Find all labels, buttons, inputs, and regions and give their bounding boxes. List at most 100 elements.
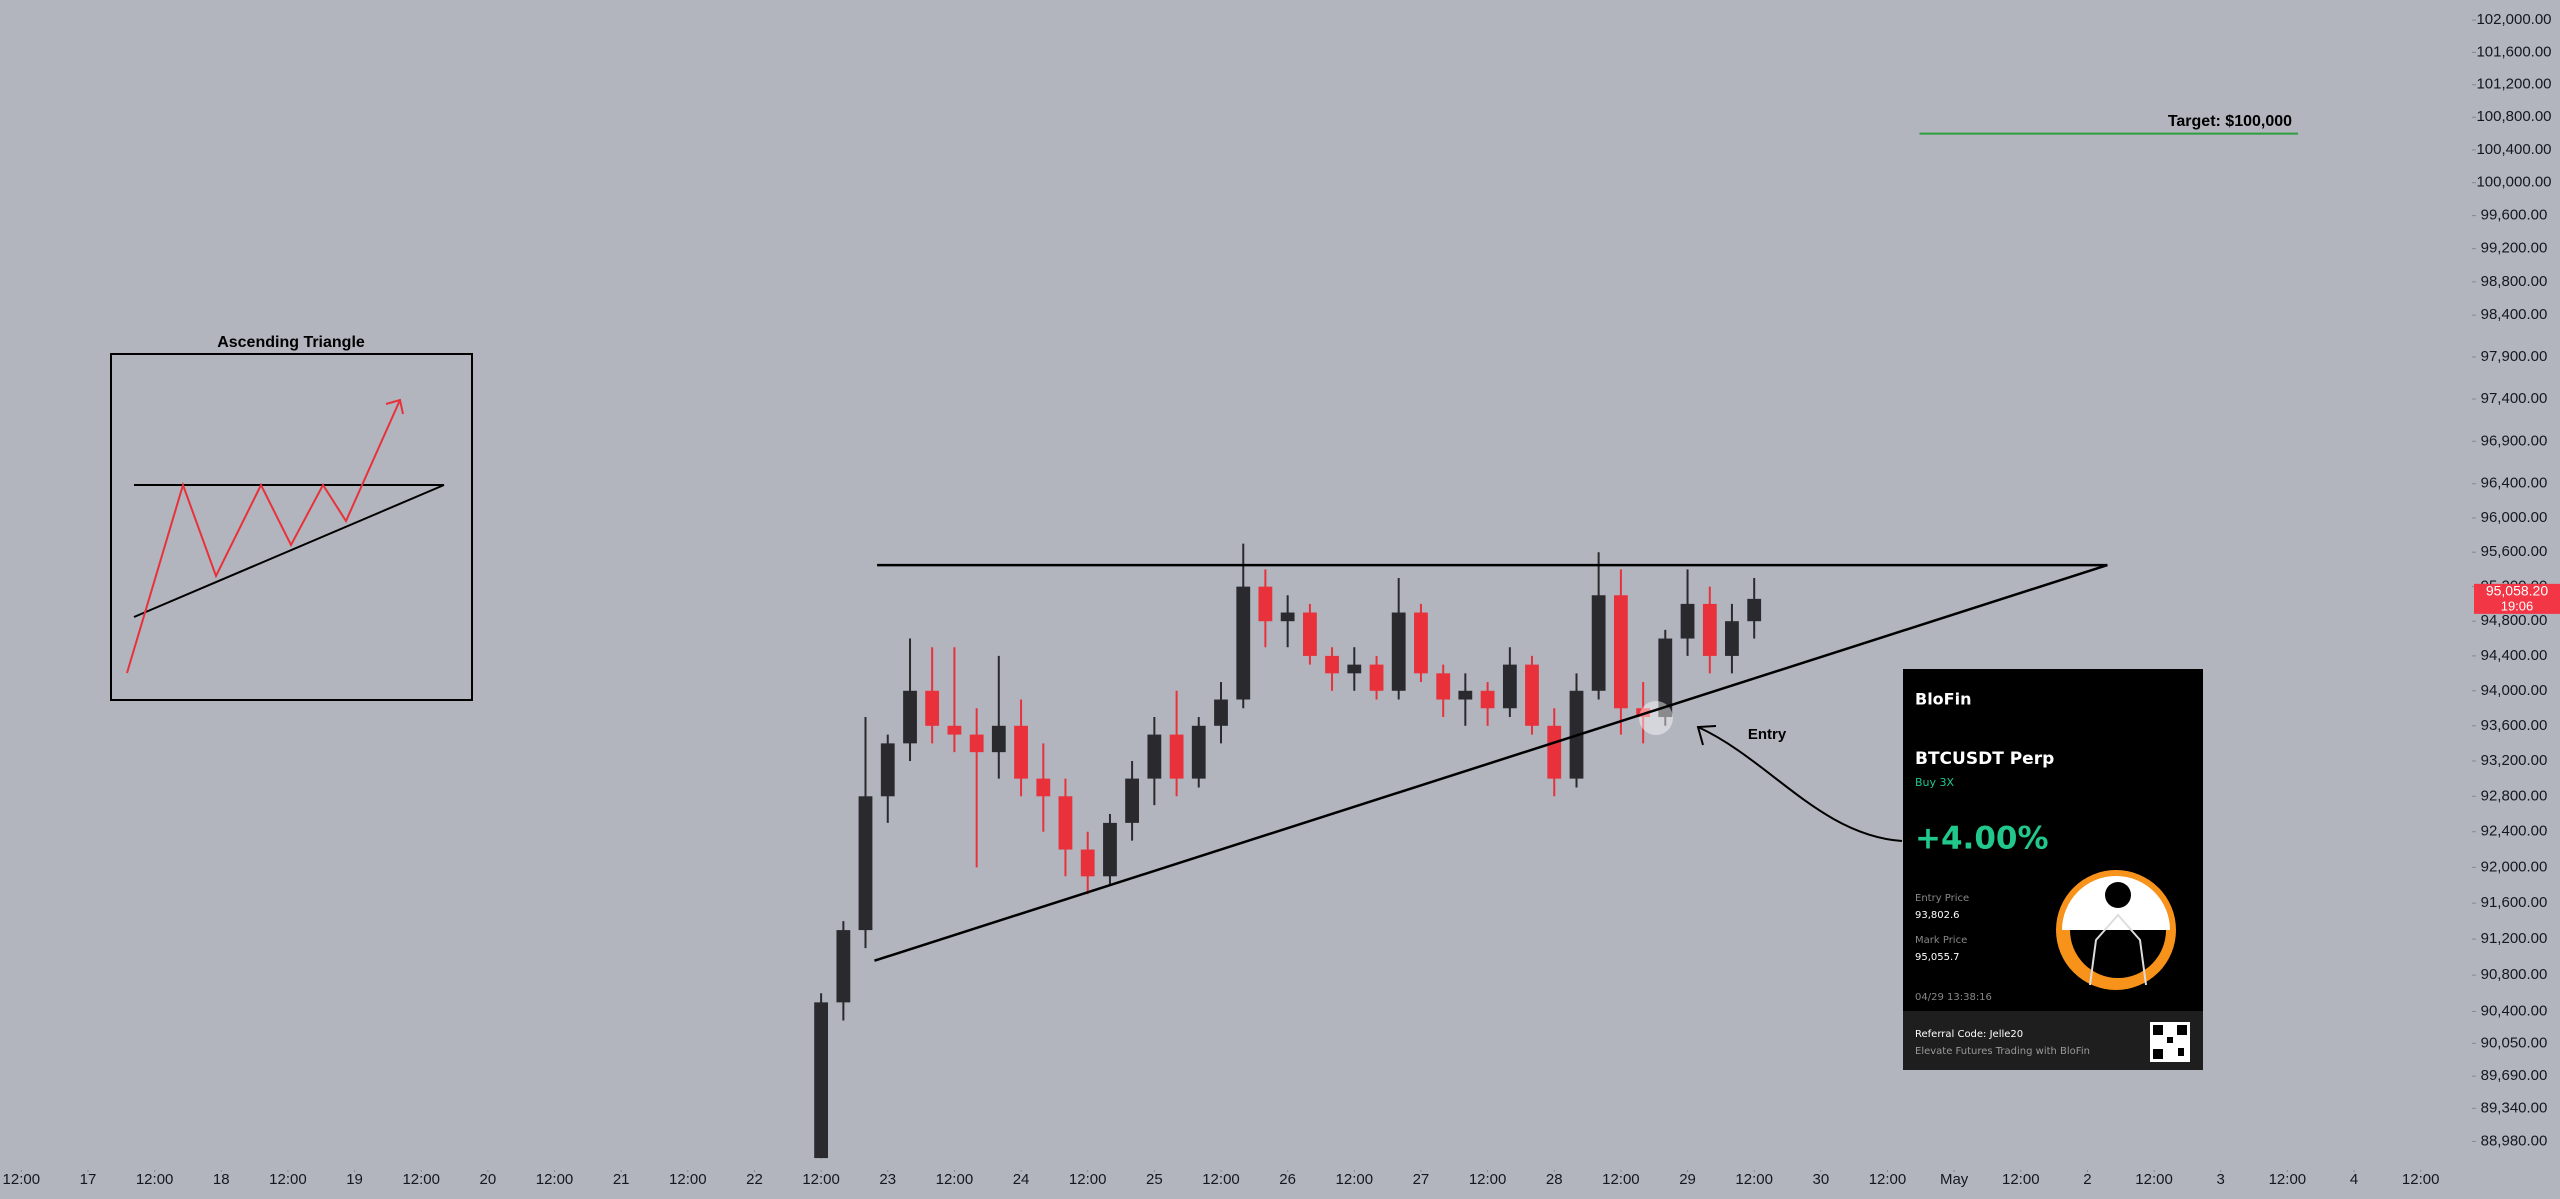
x-tick-label: 12:00 xyxy=(2269,1171,2307,1188)
card-mark-price: 95,055.7 xyxy=(1915,952,1960,963)
x-tick-label: 12:00 xyxy=(402,1171,440,1188)
candle-body xyxy=(947,725,962,735)
candle-body xyxy=(880,743,895,797)
candle-body xyxy=(1436,673,1451,700)
candle-body xyxy=(1058,796,1073,850)
y-tick-label: 95,600.00 xyxy=(2481,543,2548,560)
y-tick-label: 98,800.00 xyxy=(2481,273,2548,290)
y-tick-label: 90,800.00 xyxy=(2481,966,2548,983)
x-tick-label: 25 xyxy=(1146,1171,1163,1188)
candle-body xyxy=(1191,725,1206,779)
x-tick-label: 29 xyxy=(1679,1171,1696,1188)
candle-body xyxy=(1103,822,1117,877)
axes: 102,000.00 101,600.00 101,200.00 100,800.00… xyxy=(3,11,2560,1188)
y-tick-label: 90,050.00 xyxy=(2481,1034,2548,1051)
card-brand: BloFin xyxy=(1915,690,1971,709)
inset-frame xyxy=(110,353,473,701)
x-tick-label: 12:00 xyxy=(2002,1171,2040,1188)
x-tick-label: 26 xyxy=(1279,1171,1296,1188)
card-pair: BTCUSDT Perp xyxy=(1915,749,2054,769)
card-time: 04/29 13:38:16 xyxy=(1915,992,1992,1003)
candle-body xyxy=(969,734,984,753)
inset-title: Ascending Triangle xyxy=(217,334,365,351)
candle-body xyxy=(1636,708,1651,718)
price-tag-label: 95,058.20 xyxy=(2486,583,2548,599)
card-pnl: +4.00% xyxy=(1915,821,2049,857)
y-tick-label: 94,000.00 xyxy=(2481,682,2548,699)
card-mark-label: Mark Price xyxy=(1915,935,1967,946)
entry-marker xyxy=(1639,701,1673,735)
y-tick-label: 97,900.00 xyxy=(2481,348,2548,365)
entry-arrow xyxy=(1697,726,1903,842)
x-tick-label: 12:00 xyxy=(2402,1171,2440,1188)
card-avatar xyxy=(2056,870,2176,990)
y-tick-label: 97,400.00 xyxy=(2481,390,2548,407)
x-tick-label: 12:00 xyxy=(1469,1171,1507,1188)
candle-body xyxy=(903,690,917,744)
x-tick-label: 12:00 xyxy=(1202,1171,1240,1188)
candle-body xyxy=(1391,612,1406,691)
y-tick-label: 94,800.00 xyxy=(2481,612,2548,629)
y-tick-label: 91,600.00 xyxy=(2481,894,2548,911)
trade-card: BloFin BTCUSDT Perp Buy 3X +4.00% Entry … xyxy=(1903,669,2203,1070)
candle-body xyxy=(1014,725,1028,779)
y-tick-label: 90,400.00 xyxy=(2481,1002,2548,1019)
y-tick-label: 96,000.00 xyxy=(2481,509,2548,526)
y-tick-label: 99,600.00 xyxy=(2481,207,2548,224)
candle-body xyxy=(1036,778,1051,797)
x-tick-label: 19 xyxy=(346,1171,363,1188)
x-tick-label: 12:00 xyxy=(269,1171,307,1188)
y-tick-label: 94,400.00 xyxy=(2481,647,2548,664)
candle-body xyxy=(1702,603,1717,656)
y-tick-label: 101,600.00 xyxy=(2476,43,2551,60)
x-tick-label: 20 xyxy=(480,1171,497,1188)
x-tick-label: 12:00 xyxy=(669,1171,707,1188)
candle-body xyxy=(1725,621,1739,656)
x-tick-label: 12:00 xyxy=(2135,1171,2173,1188)
price-tag-countdown: 19:06 xyxy=(2501,598,2534,613)
candle-body xyxy=(858,796,873,931)
candle-body xyxy=(1747,598,1762,622)
inset-diagram: Ascending Triangle xyxy=(110,334,473,701)
entry-label: Entry xyxy=(1748,726,1787,743)
y-tick-label: 96,900.00 xyxy=(2481,432,2548,449)
x-tick-label: 12:00 xyxy=(3,1171,41,1188)
candle-body xyxy=(925,690,940,726)
candle-body xyxy=(1613,595,1628,709)
y-tick-label: 92,800.00 xyxy=(2481,787,2548,804)
candle-body xyxy=(836,930,851,1003)
x-tick-label: 12:00 xyxy=(1735,1171,1773,1188)
card-entry-label: Entry Price xyxy=(1915,893,1969,904)
candle-body xyxy=(1458,690,1473,700)
candle-body xyxy=(1325,655,1339,674)
x-tick-label: 12:00 xyxy=(1336,1171,1374,1188)
inset-price-path xyxy=(126,399,401,674)
card-side: Buy 3X xyxy=(1915,776,1955,789)
y-tick-label: 89,340.00 xyxy=(2481,1099,2548,1116)
y-tick-label: 101,200.00 xyxy=(2476,76,2551,93)
candle-body xyxy=(1547,725,1562,779)
x-tick-label: 18 xyxy=(213,1171,230,1188)
y-tick-label: 100,400.00 xyxy=(2476,141,2551,158)
price-tag xyxy=(2474,583,2560,614)
candle-body xyxy=(814,1002,829,1159)
card-qr xyxy=(2150,1022,2190,1062)
x-tick-label: 12:00 xyxy=(1869,1171,1907,1188)
y-tick-label: 96,400.00 xyxy=(2481,475,2548,492)
y-tick-label: 102,000.00 xyxy=(2476,11,2551,28)
target-label: Target: $100,000 xyxy=(2168,113,2292,130)
y-tick-label: 100,000.00 xyxy=(2476,174,2551,191)
y-tick-label: 99,200.00 xyxy=(2481,240,2548,257)
card-background xyxy=(1903,669,2203,1070)
x-tick-label: 12:00 xyxy=(802,1171,840,1188)
y-tick-label: 91,200.00 xyxy=(2481,930,2548,947)
candle-body xyxy=(1680,603,1695,639)
candle-body xyxy=(1258,586,1273,622)
x-tick-label: 4 xyxy=(2350,1171,2358,1188)
candle-body xyxy=(1502,664,1517,709)
x-tick-label: 12:00 xyxy=(536,1171,574,1188)
candle-body xyxy=(1347,664,1362,674)
x-tick-label: 2 xyxy=(2083,1171,2091,1188)
y-tick-label: 98,400.00 xyxy=(2481,306,2548,323)
